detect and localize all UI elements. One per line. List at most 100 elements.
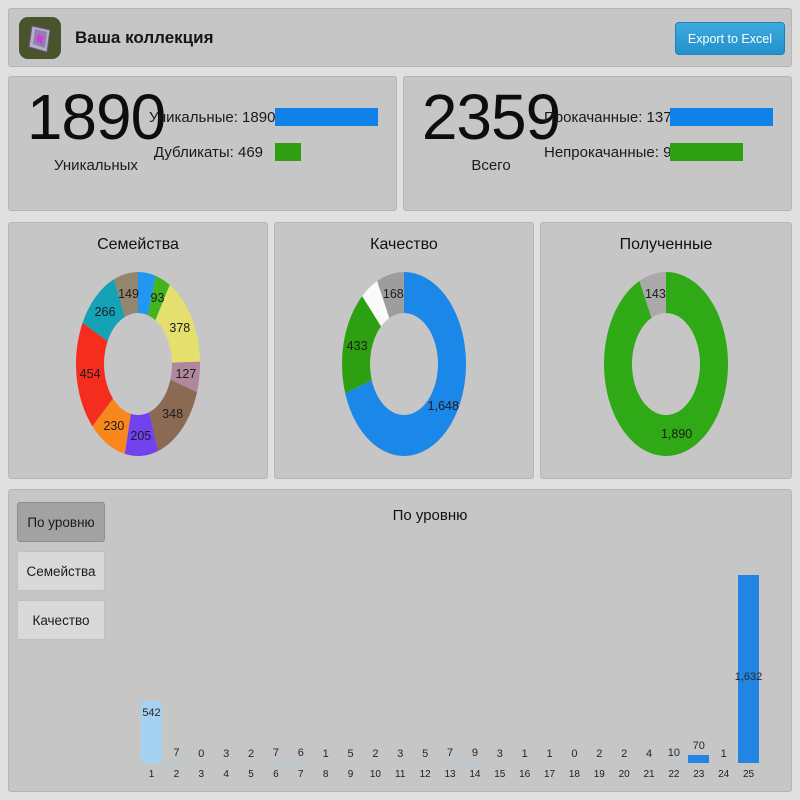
bar-x-label: 4 bbox=[223, 769, 229, 780]
bar[interactable] bbox=[738, 575, 759, 763]
families-donut-panel: Семейства 93 378 127 348 205 230 454 266 149 bbox=[8, 222, 268, 479]
bar-value-label: 7 bbox=[173, 746, 180, 759]
bar-x-label: 9 bbox=[347, 769, 354, 780]
donut-slice[interactable] bbox=[124, 412, 159, 456]
bar-value-label: 1 bbox=[521, 748, 528, 760]
donut-value-label: 143 bbox=[644, 286, 666, 301]
donut-slice[interactable] bbox=[138, 272, 156, 316]
families-donut-title: Семейства bbox=[97, 236, 179, 253]
bar-value-label: 5 bbox=[422, 748, 429, 760]
bar-x-label: 5 bbox=[248, 769, 254, 780]
bar-value-label: 70 bbox=[692, 739, 705, 752]
donut-value-label: 1,648 bbox=[427, 398, 459, 413]
bar[interactable] bbox=[265, 761, 287, 763]
quality-donut-panel: Качество 1,648 433 168 bbox=[274, 222, 534, 479]
received-donut-title: Полученные bbox=[619, 236, 713, 253]
unique-count-block: 1890 Уникальных bbox=[17, 81, 175, 174]
bar-x-label: 3 bbox=[198, 769, 205, 780]
donut-slice[interactable] bbox=[362, 281, 390, 327]
donut-slice[interactable] bbox=[639, 272, 666, 318]
total-legend: Прокачанные: 1379 Непрокачанные: 980 bbox=[544, 108, 773, 178]
bar-value-label: 2 bbox=[247, 748, 255, 760]
bar-x-label: 2 bbox=[173, 769, 180, 780]
quality-donut-chart: 1,648 433 168 bbox=[342, 272, 466, 456]
export-to-excel-button[interactable]: Export to Excel bbox=[674, 22, 785, 55]
bar-x-label: 13 bbox=[444, 769, 456, 780]
bar-value-label: 3 bbox=[496, 748, 503, 760]
bar-value-label: 0 bbox=[198, 748, 205, 760]
donut-slice[interactable] bbox=[82, 279, 125, 342]
donut-value-label: 149 bbox=[118, 286, 139, 301]
donut-value-label: 127 bbox=[175, 367, 197, 382]
bar-value-label: 3 bbox=[223, 748, 230, 760]
received-donut-panel: Полученные 1,890 143 bbox=[540, 222, 792, 479]
bar[interactable] bbox=[688, 754, 710, 763]
quality-donut-title: Качество bbox=[370, 236, 438, 253]
bar-value-label: 4 bbox=[645, 748, 653, 760]
total-count-caption: Всего bbox=[471, 156, 511, 174]
tab-label: Качество bbox=[32, 612, 90, 628]
bar-value-label: 542 bbox=[142, 706, 161, 719]
levels-panel: По уровню Семейства Качество По уровню 542… bbox=[8, 489, 792, 792]
bar-x-label: 12 bbox=[419, 769, 431, 780]
header-panel: Ваша коллекция Export to Excel bbox=[8, 8, 792, 67]
tab-by-level[interactable]: По уровню bbox=[17, 502, 105, 542]
bar-x-label: 23 bbox=[693, 769, 705, 780]
bar[interactable] bbox=[464, 761, 486, 763]
tab-label: По уровню bbox=[27, 514, 95, 530]
tab-label: Семейства bbox=[26, 563, 96, 579]
donut-value-label: 266 bbox=[94, 304, 116, 319]
legend-bar bbox=[670, 108, 773, 126]
bar-x-label: 6 bbox=[273, 769, 279, 780]
tab-quality[interactable]: Качество bbox=[17, 600, 105, 640]
donut-value-label: 348 bbox=[162, 407, 184, 422]
legend-label: Уникальные: 1890 bbox=[149, 108, 276, 126]
bar-x-label: 1 bbox=[148, 769, 155, 780]
bar[interactable] bbox=[141, 700, 162, 763]
bar-value-label: 2 bbox=[621, 748, 628, 760]
donut-value-label: 454 bbox=[79, 367, 101, 381]
families-donut-chart: 93 378 127 348 205 230 454 266 149 bbox=[76, 272, 200, 456]
donut-value-label: 230 bbox=[103, 419, 125, 434]
total-count: 2359 bbox=[421, 81, 561, 153]
donut-slice[interactable] bbox=[147, 275, 170, 321]
tab-families[interactable]: Семейства bbox=[17, 551, 105, 591]
donut-value-label: 433 bbox=[346, 339, 368, 353]
donut-slice[interactable] bbox=[342, 296, 382, 394]
bar[interactable] bbox=[290, 761, 312, 763]
donut-slice[interactable] bbox=[155, 285, 200, 363]
bar-value-label: 1,632 bbox=[734, 671, 763, 684]
donut-slice[interactable] bbox=[76, 322, 113, 427]
bar[interactable] bbox=[165, 761, 187, 763]
donut-slice[interactable] bbox=[149, 379, 197, 451]
bar[interactable] bbox=[663, 761, 685, 763]
bar-x-label: 14 bbox=[469, 769, 481, 780]
bar-value-label: 2 bbox=[596, 748, 603, 760]
donut-value-label: 1,890 bbox=[660, 427, 693, 442]
bar-x-label: 24 bbox=[718, 769, 730, 780]
unique-legend: Уникальные: 1890 Дубликаты: 469 bbox=[149, 108, 378, 178]
bar-chart-title: По уровню bbox=[392, 507, 468, 524]
donut-slice[interactable] bbox=[377, 272, 404, 319]
donut-slice[interactable] bbox=[114, 272, 138, 317]
bar-value-label: 3 bbox=[397, 748, 404, 760]
bar-x-label: 22 bbox=[668, 769, 680, 780]
bar-x-label: 10 bbox=[369, 769, 381, 780]
bar-value-label: 10 bbox=[667, 746, 680, 759]
bar-value-label: 9 bbox=[471, 746, 478, 759]
bar-x-label: 19 bbox=[593, 769, 605, 780]
bar-value-label: 2 bbox=[372, 748, 379, 760]
donut-slice[interactable] bbox=[604, 272, 728, 456]
bar-value-label: 6 bbox=[297, 746, 304, 759]
donut-slice[interactable] bbox=[170, 361, 200, 393]
donut-slice[interactable] bbox=[345, 272, 466, 456]
bar-value-label: 1 bbox=[322, 748, 329, 760]
bar-x-label: 11 bbox=[395, 769, 406, 780]
bar-x-label: 16 bbox=[519, 769, 531, 780]
bar-x-label: 17 bbox=[543, 769, 556, 780]
bar-x-label: 20 bbox=[618, 769, 630, 780]
donut-slice[interactable] bbox=[92, 398, 131, 454]
bar[interactable] bbox=[439, 761, 461, 763]
legend-label: Дубликаты: 469 bbox=[153, 143, 263, 161]
